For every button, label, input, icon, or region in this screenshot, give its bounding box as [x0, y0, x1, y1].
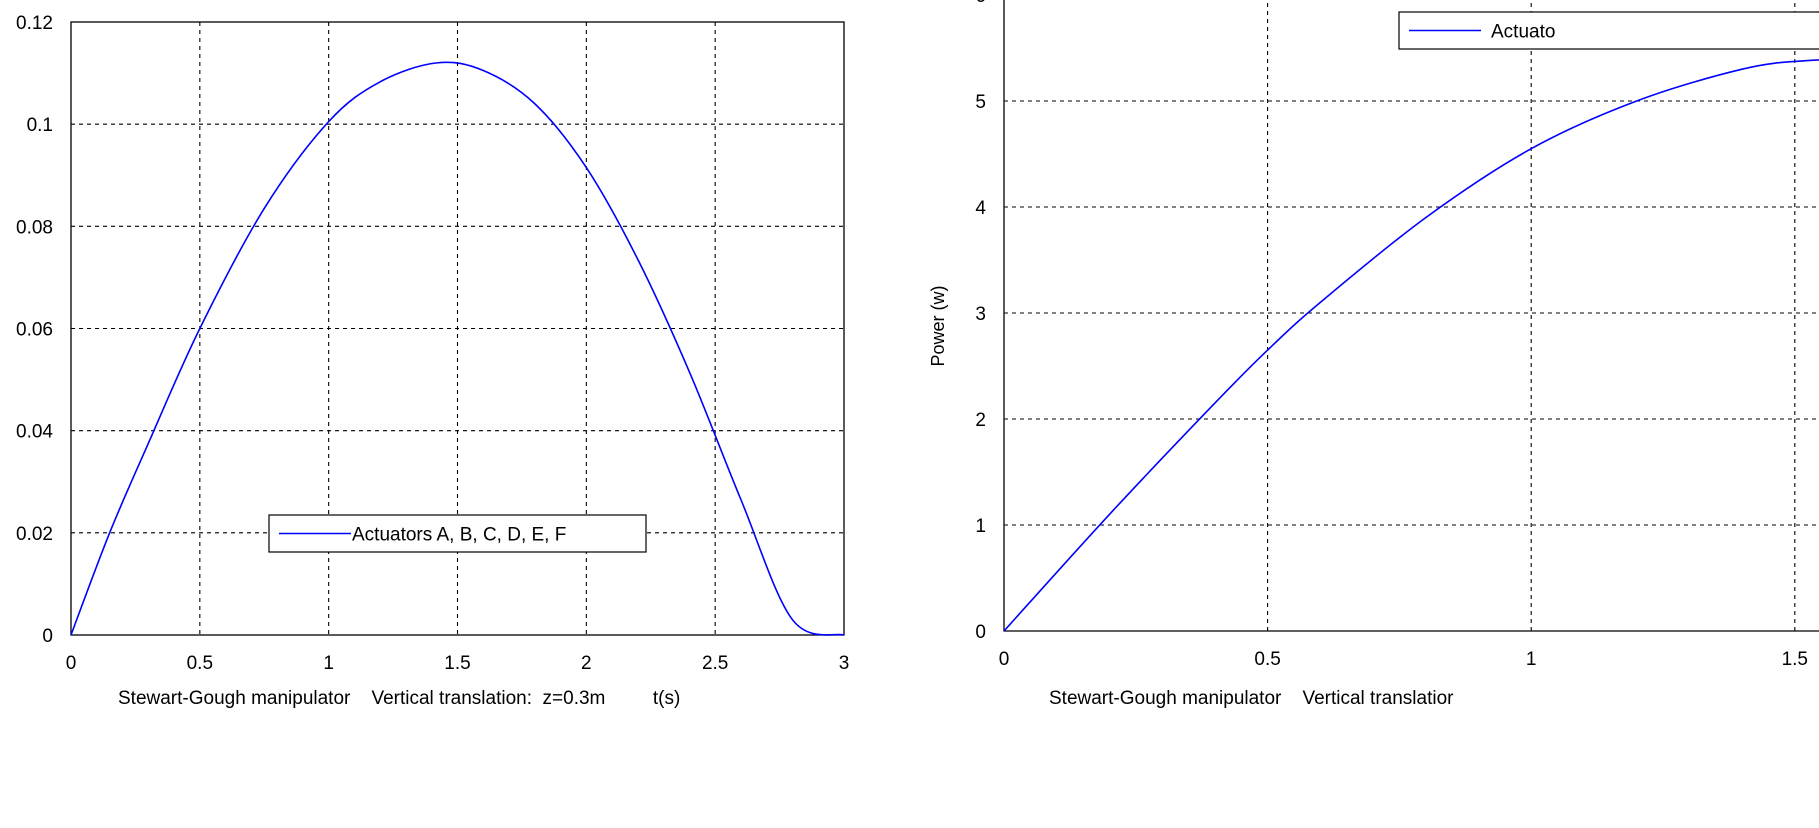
chart-right: 0 0.5 1 1.5 2 0 1 2 3 4 5 6 Actuato Power (w) Stew… — [928, 0, 1819, 709]
y-tick-label: 0 — [42, 626, 53, 647]
y-tick-label: 0.02 — [16, 524, 53, 545]
x-axis-label: Stewart-Gough manipulator Vertical trans… — [1049, 688, 1454, 709]
chart-left: 0 0.5 1 1.5 2 2.5 3 0 0.02 0.04 0.06 0.08 0.1 0.12 A… — [16, 13, 849, 709]
plot-area-frame — [70, 21, 845, 636]
x-tick-label: 0.5 — [187, 653, 213, 674]
x-tick-label: 0 — [999, 649, 1010, 670]
y-tick-label: 6 — [975, 0, 986, 7]
x-tick-label: 1.5 — [444, 653, 470, 674]
y-tick-label: 1 — [975, 516, 986, 537]
x-tick-labels: 00.511.52 — [999, 649, 1808, 670]
x-tick-label: 1 — [1526, 649, 1537, 670]
y-tick-label: 0.08 — [16, 217, 53, 238]
series-line — [70, 61, 845, 636]
y-tick-label: 0 — [975, 622, 986, 643]
y-tick-label: 0.1 — [27, 115, 53, 136]
plot-area-frame — [1003, 0, 1819, 632]
x-tick-label: 2 — [581, 653, 592, 674]
y-tick-label: 0.12 — [16, 13, 53, 34]
series-line — [1003, 59, 1819, 632]
y-tick-labels: 0 0.02 0.04 0.06 0.08 0.1 0.12 — [16, 13, 53, 647]
y-tick-labels: 0 1 2 3 4 5 6 — [975, 0, 986, 643]
x-tick-label: 0.5 — [1254, 649, 1280, 670]
y-tick-label: 0.04 — [16, 422, 53, 443]
x-tick-label: 1.5 — [1782, 649, 1808, 670]
grid-lines — [1004, 0, 1819, 631]
x-axis-label: Stewart-Gough manipulator Vertical trans… — [118, 688, 680, 709]
y-tick-label: 2 — [975, 410, 986, 431]
x-tick-label: 2.5 — [702, 653, 728, 674]
legend-label: Actuato — [1491, 22, 1555, 43]
x-tick-label: 0 — [66, 653, 77, 674]
x-tick-labels: 0 0.5 1 1.5 2 2.5 3 — [66, 653, 850, 674]
y-tick-label: 5 — [975, 92, 986, 113]
legend: Actuators A, B, C, D, E, F — [268, 514, 647, 553]
y-tick-label: 0.06 — [16, 320, 53, 341]
x-tick-label: 1 — [323, 653, 334, 674]
y-tick-label: 4 — [975, 198, 986, 219]
y-axis-label: Power (w) — [928, 285, 948, 366]
x-tick-label: 3 — [839, 653, 850, 674]
y-tick-label: 3 — [975, 304, 986, 325]
legend: Actuato — [1398, 11, 1819, 50]
legend-label: Actuators A, B, C, D, E, F — [352, 525, 566, 546]
